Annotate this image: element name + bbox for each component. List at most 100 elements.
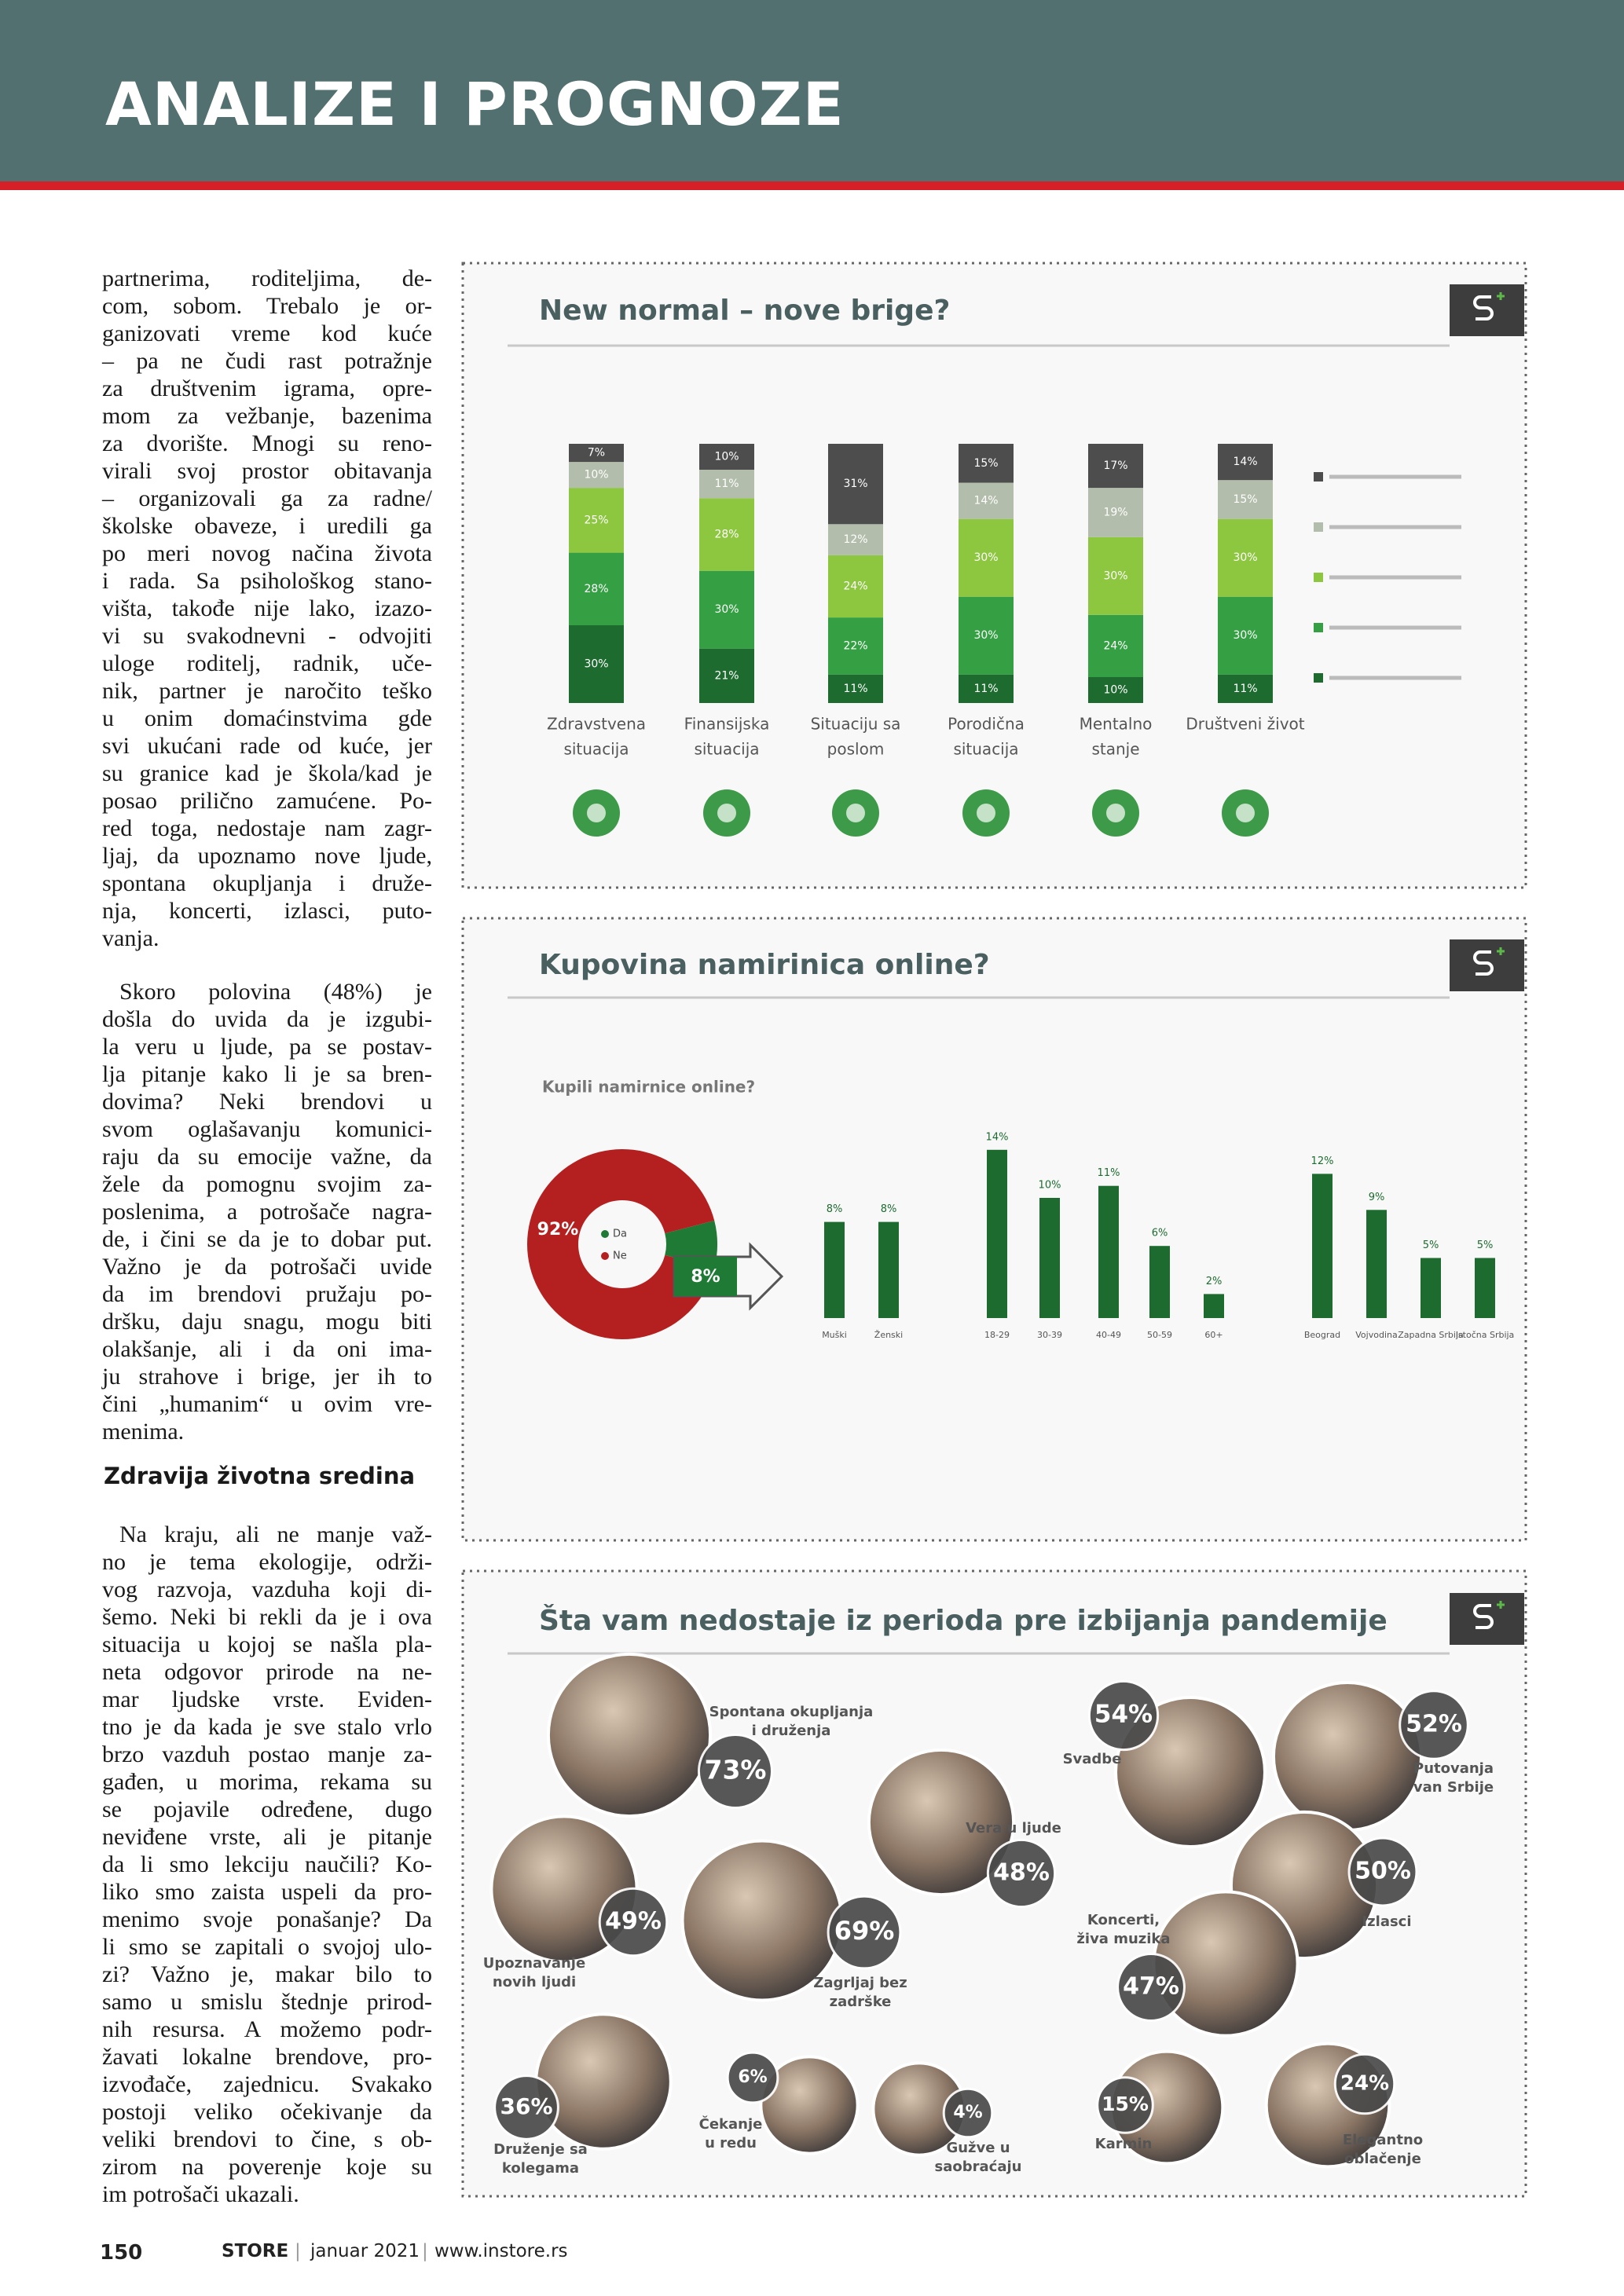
text-line: svi ukućani rade od kuće, jer: [102, 733, 432, 759]
logo-mark: [1473, 1604, 1494, 1629]
photo-bubble: [1271, 1680, 1424, 1833]
x-tick-label: Finansijska: [684, 715, 770, 734]
text-line: dovima? Neki brendovi u: [102, 1089, 432, 1115]
bar: [1312, 1174, 1333, 1318]
x-tick-label: Porodična: [948, 715, 1025, 734]
text-line: com, sobom. Trebalo je or-: [102, 293, 432, 319]
header-band: ANALIZE I PROGNOZE: [0, 0, 1624, 181]
percent-badge: [493, 2074, 559, 2140]
text-line: la veru u ljude, pa se postav-: [102, 1034, 432, 1060]
category-icon-detail: [717, 804, 736, 822]
legend-swatch: [1314, 522, 1323, 532]
value-label: 28%: [584, 583, 608, 595]
bar-segment: [1088, 444, 1143, 489]
text-line: u onim domaćinstvima gde: [102, 705, 432, 731]
value-label: 7%: [588, 447, 605, 460]
text-line: postoji veliko očekivanje da: [102, 2099, 432, 2125]
bar-segment: [569, 444, 624, 463]
percent-badge: [1333, 2052, 1396, 2115]
text-line: dršku, daju snagu, mogu biti: [102, 1309, 432, 1335]
value-label: 24%: [1103, 639, 1127, 652]
percent-badge: [1087, 1679, 1160, 1752]
bubble-label: živa muzika: [1076, 1931, 1170, 1947]
x-tick-label: 40-49: [1096, 1330, 1121, 1340]
value-label: 10%: [1039, 1180, 1061, 1192]
percent-badge: [1116, 1953, 1186, 2022]
text-line: ju strahove i brige, jer ih to: [102, 1364, 432, 1390]
text-line: ganizovati vreme kod kuće: [102, 320, 432, 346]
text-line: red toga, nedostaje nam zagr-: [102, 815, 432, 841]
value-label: 73%: [705, 1755, 767, 1785]
bubble-label: Koncerti,: [1087, 1912, 1160, 1928]
value-label: 6%: [738, 2067, 767, 2087]
category-icon-detail: [1106, 804, 1125, 822]
text-line: lja pitanje kako li je sa bren-: [102, 1061, 432, 1087]
value-label: 14%: [973, 495, 998, 507]
header-rule: [0, 181, 1624, 190]
value-label: 30%: [973, 629, 998, 642]
x-tick-label: Mentalno: [1080, 715, 1153, 734]
text-line: vanja.: [102, 925, 159, 951]
text-line: im potrošači ukazali.: [102, 2181, 299, 2207]
value-label: 69%: [834, 1916, 895, 1946]
value-label: 30%: [973, 551, 998, 564]
value-label: 8%: [881, 1203, 897, 1215]
value-label: 8%: [827, 1203, 843, 1215]
x-tick-label: poslom: [827, 740, 885, 759]
bar-segment: [1218, 674, 1273, 703]
value-label: 24%: [1340, 2072, 1389, 2096]
text-line: – organizovali ga za radne/: [102, 485, 432, 511]
bubble-label: i druženja: [752, 1723, 831, 1739]
logo-mark: [1473, 950, 1494, 976]
value-label: 30%: [1233, 551, 1257, 564]
bar-segment: [569, 462, 624, 489]
percent-badge: [726, 2051, 779, 2104]
bar-segment: [828, 555, 883, 618]
bubble-label: Spontana okupljanja: [709, 1704, 874, 1720]
bar-segment: [1218, 444, 1273, 481]
bar: [1366, 1210, 1387, 1318]
text-line: izvođače, zajednicu. Svakako: [102, 2071, 432, 2097]
paragraph: Skoro polovina (48%) je došla do uvida da…: [102, 978, 432, 1445]
text-line: vi su svakodnevni - odvojiti: [102, 623, 432, 649]
bar-segment: [699, 570, 754, 649]
photo-bubble: [867, 1748, 1016, 1897]
text-line: nja, koncerti, izlasci, puto-: [102, 898, 432, 924]
legend-swatch: [1314, 623, 1323, 632]
text-line: nih resursa. A možemo podr-: [102, 2016, 432, 2042]
logo-plus: [1497, 292, 1505, 300]
bubble-label: Gužve u: [946, 2140, 1010, 2156]
value-label: 15%: [1102, 2093, 1149, 2115]
bar: [1039, 1198, 1060, 1318]
x-tick-label: situacija: [953, 740, 1018, 759]
category-icon-detail: [977, 804, 995, 822]
text-line: da im brendovi pružaju po-: [102, 1281, 432, 1307]
bar: [824, 1221, 845, 1318]
text-line: raju da su emocije važne, da: [102, 1144, 432, 1170]
value-label: 2%: [1206, 1276, 1223, 1287]
x-tick-label: Ženski: [874, 1330, 903, 1340]
value-label: 21%: [714, 669, 739, 682]
text-line: tno je da kada je sve stalo vrlo: [102, 1714, 432, 1740]
text-line: partnerima, roditeljima, de-: [102, 265, 432, 291]
legend-swatch: [1314, 472, 1323, 482]
text-line: posao prilično zamućene. Po-: [102, 788, 432, 814]
text-line: samo u smislu štednje prirod-: [102, 1989, 432, 2015]
value-label: 5%: [1477, 1240, 1494, 1251]
text-line: menimo svoje ponašanje? Da: [102, 1906, 432, 1932]
text-line: menima.: [102, 1419, 185, 1445]
text-line: situacija u kojoj se našla pla-: [102, 1631, 432, 1657]
text-line: višta, takođe nije lako, izazo-: [102, 595, 432, 621]
value-label: 12%: [843, 533, 867, 546]
text-line: mom za vežbanje, bazenima: [102, 403, 432, 429]
text-line: svom oglašavanju komunici-: [102, 1116, 432, 1142]
value-label: 15%: [973, 457, 998, 470]
value-label: 52%: [1406, 1711, 1462, 1738]
x-tick-label: 50-59: [1147, 1330, 1172, 1340]
legend-swatch: [1314, 573, 1323, 582]
percent-badge: [1096, 2076, 1154, 2134]
bar-segment: [1088, 677, 1143, 703]
value-label: 49%: [605, 1908, 662, 1935]
text-line: virali svoj prostor obitavanja: [102, 458, 432, 484]
